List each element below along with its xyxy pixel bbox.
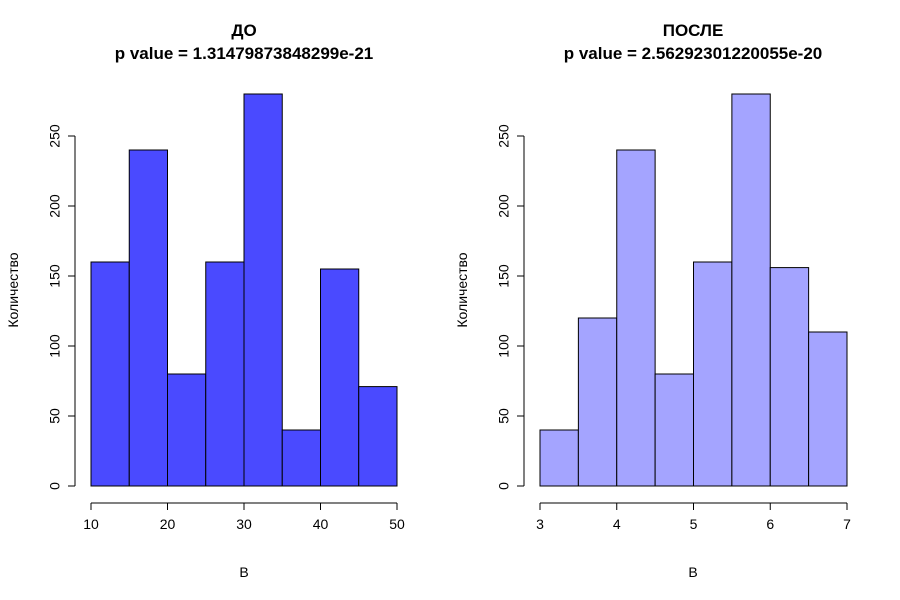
y-tick-label: 250 bbox=[496, 124, 512, 148]
x-tick-label: 7 bbox=[843, 516, 851, 532]
x-tick-label: 40 bbox=[313, 516, 329, 532]
y-tick-label: 100 bbox=[496, 334, 512, 358]
histogram-bar bbox=[616, 149, 656, 487]
histogram-bar bbox=[243, 93, 283, 487]
x-axis: 3 4 5 6 7 bbox=[536, 502, 851, 532]
histogram-bar bbox=[654, 373, 694, 487]
histogram-bar bbox=[281, 429, 321, 487]
y-axis-label: Количество bbox=[5, 252, 21, 327]
y-tick-label: 50 bbox=[47, 408, 63, 424]
x-tick-label: 6 bbox=[766, 516, 774, 532]
histogram-bar bbox=[769, 267, 810, 487]
histogram-bar bbox=[320, 268, 360, 487]
chart-subtitle: p value = 2.56292301220055e-20 bbox=[564, 44, 823, 63]
y-axis-label: Количество bbox=[454, 252, 470, 327]
y-tick-label: 150 bbox=[47, 264, 63, 288]
x-tick-label: 4 bbox=[613, 516, 621, 532]
y-axis: 0 50 100 150 200 250 bbox=[47, 124, 76, 490]
histogram-bar bbox=[90, 261, 130, 487]
x-axis-label: В bbox=[239, 564, 248, 580]
x-axis-label: В bbox=[688, 564, 697, 580]
y-tick-label: 50 bbox=[496, 408, 512, 424]
histogram-bar bbox=[577, 317, 618, 487]
y-tick-label: 100 bbox=[47, 334, 63, 358]
histogram-bar bbox=[693, 261, 733, 487]
x-tick-label: 20 bbox=[160, 516, 176, 532]
x-tick-label: 10 bbox=[83, 516, 99, 532]
x-axis: 10 20 30 40 50 bbox=[83, 502, 405, 532]
bars-group bbox=[539, 93, 848, 487]
histogram-bar bbox=[128, 149, 168, 487]
histogram-bar bbox=[731, 93, 771, 487]
y-tick-label: 0 bbox=[47, 482, 63, 490]
y-tick-label: 250 bbox=[47, 124, 63, 148]
chart-title: ПОСЛЕ bbox=[663, 21, 724, 40]
histogram-bar bbox=[808, 331, 848, 487]
bars-group bbox=[90, 93, 398, 487]
x-tick-label: 50 bbox=[389, 516, 405, 532]
histogram-bar bbox=[205, 261, 245, 487]
histogram-panel-after: ПОСЛЕ p value = 2.56292301220055e-20 В К… bbox=[454, 21, 851, 580]
y-tick-label: 150 bbox=[496, 264, 512, 288]
y-tick-label: 200 bbox=[496, 194, 512, 218]
y-tick-label: 200 bbox=[47, 194, 63, 218]
chart-title: ДО bbox=[231, 21, 256, 40]
histogram-bar bbox=[539, 429, 579, 487]
x-tick-label: 30 bbox=[236, 516, 252, 532]
y-tick-label: 0 bbox=[496, 482, 512, 490]
histogram-bar bbox=[167, 373, 207, 487]
chart-subtitle: p value = 1.31479873848299e-21 bbox=[115, 44, 374, 63]
x-tick-label: 3 bbox=[536, 516, 544, 532]
x-tick-label: 5 bbox=[690, 516, 698, 532]
histogram-bar bbox=[358, 386, 398, 487]
y-axis: 0 50 100 150 200 250 bbox=[496, 124, 525, 490]
histogram-panel-before: ДО p value = 1.31479873848299e-21 В Коли… bbox=[5, 21, 405, 580]
